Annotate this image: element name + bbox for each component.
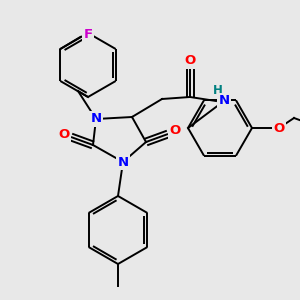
Text: O: O bbox=[184, 53, 196, 67]
Text: N: N bbox=[90, 112, 102, 125]
Text: N: N bbox=[218, 94, 230, 107]
Text: F: F bbox=[84, 28, 93, 40]
Text: O: O bbox=[273, 122, 285, 134]
Text: O: O bbox=[169, 124, 181, 137]
Text: O: O bbox=[58, 128, 70, 140]
Text: N: N bbox=[117, 155, 129, 169]
Text: H: H bbox=[213, 83, 223, 97]
